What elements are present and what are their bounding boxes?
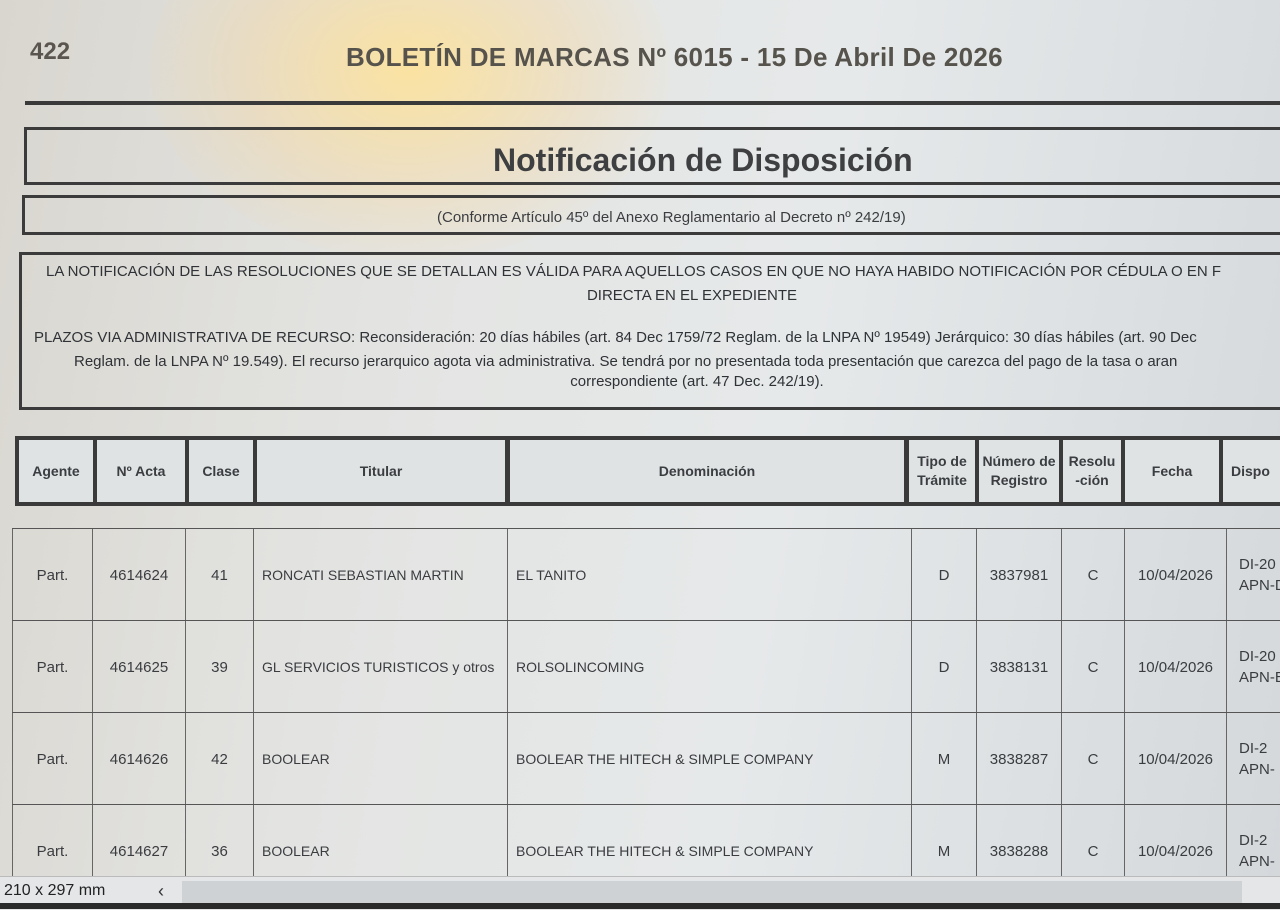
cell-titular: RONCATI SEBASTIAN MARTIN [253, 529, 507, 621]
cell-titular: BOOLEAR [253, 805, 507, 897]
horizontal-scrollbar[interactable] [182, 881, 1242, 903]
dispo-line-1: DI-20 [1239, 648, 1276, 665]
cell-resolucion: C [1061, 805, 1124, 897]
col-titular: Titular [257, 440, 505, 502]
table-header: Agente Nº Acta Clase Titular Denominació… [15, 436, 1280, 506]
cell-fecha: 10/04/2026 [1124, 529, 1226, 621]
bulletin-title: BOLETÍN DE MARCAS Nº 6015 - 15 De Abril … [346, 42, 1003, 72]
screen-bezel [0, 903, 1280, 909]
col-fecha: Fecha [1125, 440, 1219, 502]
cell-clase: 42 [185, 713, 253, 805]
cell-resolucion: C [1061, 621, 1124, 713]
cell-agente: Part. [12, 621, 92, 713]
notice-line-5: correspondiente (art. 47 Dec. 242/19). [570, 373, 824, 390]
col-tipo: Tipo de Trámite [909, 440, 975, 502]
table-row: Part. 4614625 39 GL SERVICIOS TURISTICOS… [12, 620, 1280, 713]
cell-resolucion: C [1061, 529, 1124, 621]
notice-line-4: Reglam. de la LNPA Nº 19.549). El recurs… [74, 353, 1178, 370]
dispo-line-1: DI-2 [1239, 832, 1268, 849]
cell-tipo: M [911, 713, 976, 805]
cell-denominacion: BOOLEAR THE HITECH & SIMPLE COMPANY [507, 805, 911, 897]
cell-titular: BOOLEAR [253, 713, 507, 805]
cell-acta: 4614626 [92, 713, 185, 805]
cell-resolucion: C [1061, 713, 1124, 805]
cell-fecha: 10/04/2026 [1124, 805, 1226, 897]
notice-box: LA NOTIFICACIÓN DE LAS RESOLUCIONES QUE … [19, 252, 1280, 410]
cell-denominacion: EL TANITO [507, 529, 911, 621]
subtitle: (Conforme Artículo 45º del Anexo Reglame… [437, 209, 906, 226]
section-title-box: Notificación de Disposición [24, 127, 1280, 185]
subtitle-box: (Conforme Artículo 45º del Anexo Reglame… [22, 195, 1280, 235]
col-dispo: Dispo [1223, 440, 1280, 502]
notice-line-1: LA NOTIFICACIÓN DE LAS RESOLUCIONES QUE … [46, 263, 1222, 280]
cell-acta: 4614625 [92, 621, 185, 713]
notice-line-3: PLAZOS VIA ADMINISTRATIVA DE RECURSO: Re… [34, 329, 1197, 346]
cell-clase: 39 [185, 621, 253, 713]
cell-agente: Part. [12, 713, 92, 805]
table-row: Part. 4614626 42 BOOLEAR BOOLEAR THE HIT… [12, 712, 1280, 805]
page-size-label: 210 x 297 mm [4, 882, 106, 899]
cell-registro: 3838287 [976, 713, 1061, 805]
cell-agente: Part. [12, 529, 92, 621]
table-row: Part. 4614627 36 BOOLEAR BOOLEAR THE HIT… [12, 804, 1280, 897]
cell-dispo: DI-20 APN-D [1226, 529, 1280, 621]
cell-clase: 36 [185, 805, 253, 897]
dispo-line-2: APN- [1239, 853, 1275, 870]
cell-fecha: 10/04/2026 [1124, 621, 1226, 713]
cell-acta: 4614627 [92, 805, 185, 897]
cell-registro: 3838288 [976, 805, 1061, 897]
page-number: 422 [30, 38, 71, 65]
cell-clase: 41 [185, 529, 253, 621]
cell-denominacion: BOOLEAR THE HITECH & SIMPLE COMPANY [507, 713, 911, 805]
dispo-line-1: DI-20 [1239, 556, 1276, 573]
cell-dispo: DI-2 APN- [1226, 805, 1280, 897]
cell-tipo: D [911, 621, 976, 713]
cell-tipo: D [911, 529, 976, 621]
cell-dispo: DI-20 APN-E [1226, 621, 1280, 713]
table-row: Part. 4614624 41 RONCATI SEBASTIAN MARTI… [12, 528, 1280, 621]
cell-acta: 4614624 [92, 529, 185, 621]
cell-registro: 3838131 [976, 621, 1061, 713]
chevron-left-icon[interactable]: ‹ [158, 881, 164, 901]
cell-titular: GL SERVICIOS TURISTICOS y otros [253, 621, 507, 713]
cell-denominacion: ROLSOLINCOMING [507, 621, 911, 713]
dispo-line-2: APN-D [1239, 577, 1280, 594]
cell-registro: 3837981 [976, 529, 1061, 621]
col-acta: Nº Acta [97, 440, 185, 502]
cell-dispo: DI-2 APN- [1226, 713, 1280, 805]
col-agente: Agente [19, 440, 93, 502]
header-divider [25, 101, 1280, 105]
dispo-line-1: DI-2 [1239, 740, 1268, 757]
col-resolucion: Resolu-ción [1063, 440, 1121, 502]
col-denominacion: Denominación [510, 440, 904, 502]
col-clase: Clase [189, 440, 253, 502]
dispo-line-2: APN-E [1239, 669, 1280, 686]
dispo-line-2: APN- [1239, 761, 1275, 778]
cell-agente: Part. [12, 805, 92, 897]
col-registro: Número de Registro [979, 440, 1059, 502]
notice-line-2: DIRECTA EN EL EXPEDIENTE [586, 287, 798, 304]
section-title: Notificación de Disposición [493, 142, 913, 178]
cell-fecha: 10/04/2026 [1124, 713, 1226, 805]
cell-tipo: M [911, 805, 976, 897]
